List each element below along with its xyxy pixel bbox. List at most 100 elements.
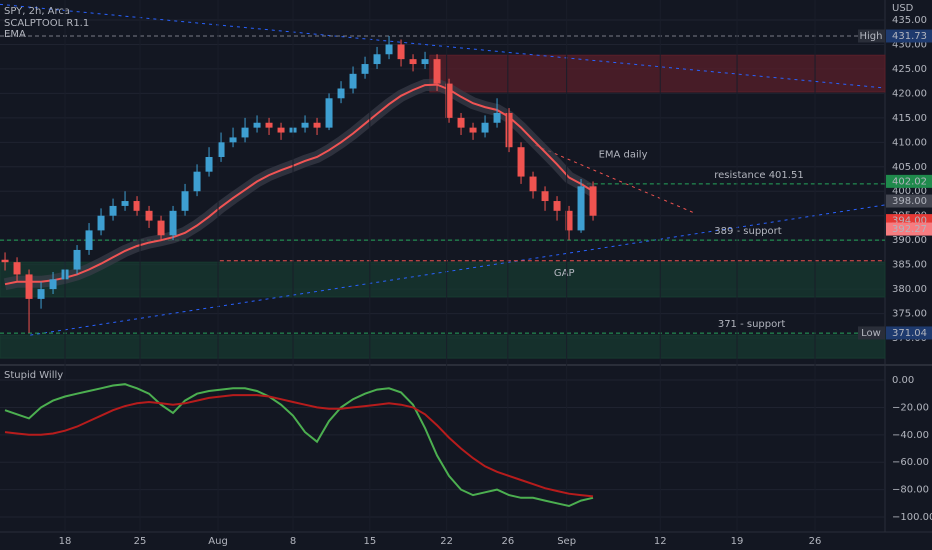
y-tick-label: −60.00 <box>892 457 929 468</box>
price-tag-name-box <box>858 29 885 43</box>
candle-body <box>25 274 33 299</box>
y-tick-label: 375.00 <box>892 309 927 320</box>
candle-body <box>145 210 153 221</box>
candle-body <box>517 147 525 177</box>
y-tick-label: 405.00 <box>892 162 927 173</box>
price-tag <box>886 174 932 188</box>
price-tag-name-box <box>858 326 885 340</box>
zone <box>429 54 886 93</box>
series-line <box>4 383 594 508</box>
indicator-name: SCALPTOOL R1.1 <box>4 18 89 29</box>
y-tick-label: −100.00 <box>892 512 932 523</box>
candle-body <box>229 137 237 143</box>
candle-body <box>469 127 477 133</box>
y-tick-label: −40.00 <box>892 430 929 441</box>
level-label: 371 - support <box>718 319 786 330</box>
candle-body <box>157 220 165 236</box>
y-tick-label: 410.00 <box>892 137 927 148</box>
candle-body <box>409 59 417 65</box>
candle-body <box>493 112 501 123</box>
candle-body <box>205 157 213 172</box>
candle-body <box>433 59 441 84</box>
candle-body <box>253 122 261 128</box>
x-tick-label: 19 <box>731 536 744 547</box>
x-tick-label: 18 <box>59 536 72 547</box>
candle-body <box>505 112 513 148</box>
y-tick-label: 425.00 <box>892 64 927 75</box>
y-tick-label: 380.00 <box>892 284 927 295</box>
candle-body <box>277 127 285 133</box>
currency-label: USD <box>892 3 914 14</box>
zone <box>0 334 886 359</box>
x-tick-label: Sep <box>557 536 576 547</box>
candle-body <box>133 201 141 211</box>
x-tick-label: 26 <box>501 536 514 547</box>
x-tick-label: 15 <box>363 536 376 547</box>
candle-body <box>217 142 225 158</box>
price-tag-label: 402.02 <box>892 176 927 187</box>
candle-body <box>541 191 549 202</box>
candle-body <box>73 249 81 270</box>
price-tag-label: 394.00 <box>892 216 927 227</box>
series-line <box>4 83 594 286</box>
x-tick-label: 8 <box>290 536 296 547</box>
y-tick-label: 400.00 <box>892 186 927 197</box>
candle-body <box>457 117 465 128</box>
candle-body <box>349 73 357 89</box>
x-tick-label: 22 <box>440 536 453 547</box>
candle-body <box>265 122 273 128</box>
candle-body <box>37 289 45 299</box>
y-tick-label: 420.00 <box>892 88 927 99</box>
candle-body <box>193 171 201 192</box>
candle-body <box>397 44 405 60</box>
x-tick-label: Aug <box>208 536 228 547</box>
price-tag <box>886 222 932 236</box>
candle-body <box>181 191 189 211</box>
price-tag-label: 371.04 <box>892 328 927 339</box>
candle-body <box>241 127 249 138</box>
candle-body <box>481 122 489 133</box>
y-tick-label: −80.00 <box>892 485 929 496</box>
candle-body <box>553 201 561 211</box>
candle-body <box>577 186 585 231</box>
candle-body <box>421 59 429 65</box>
candle-body <box>373 54 381 65</box>
candle-body <box>49 279 57 290</box>
series-line <box>4 394 594 498</box>
price-tag-name: High <box>860 31 883 42</box>
pane-title: Stupid Willy <box>4 370 63 381</box>
candle-body <box>529 176 537 192</box>
trendline <box>535 144 696 214</box>
candle-body <box>85 230 93 250</box>
price-tag <box>886 194 932 208</box>
candle-body <box>325 98 333 128</box>
y-tick-label: −20.00 <box>892 402 929 413</box>
x-tick-label: 12 <box>654 536 667 547</box>
level-label: resistance 401.51 <box>714 170 803 181</box>
price-tag <box>886 326 932 340</box>
annotation: EMA daily <box>599 150 648 161</box>
price-tag-label: 431.73 <box>892 31 927 42</box>
trendline <box>0 3 886 89</box>
price-tag-name: Low <box>861 328 881 339</box>
candle-body <box>121 201 129 206</box>
x-tick-label: 25 <box>134 536 147 547</box>
candle-body <box>169 210 177 236</box>
price-tag-label: 392.27 <box>892 224 927 235</box>
candle-body <box>301 122 309 128</box>
y-tick-label: 415.00 <box>892 113 927 124</box>
y-tick-label: 390.00 <box>892 235 927 246</box>
zone <box>0 261 886 298</box>
candle-body <box>385 44 393 55</box>
annotation: GAP <box>554 268 575 279</box>
indicator-name: EMA <box>4 29 26 40</box>
y-tick-label: 385.00 <box>892 260 927 271</box>
candle-body <box>445 83 453 118</box>
price-tag-label: 398.00 <box>892 196 927 207</box>
y-tick-label: 430.00 <box>892 39 927 50</box>
level-label: 389 - support <box>714 226 782 237</box>
candle-body <box>13 262 21 275</box>
candle-body <box>589 186 597 216</box>
candle-body <box>337 88 345 99</box>
